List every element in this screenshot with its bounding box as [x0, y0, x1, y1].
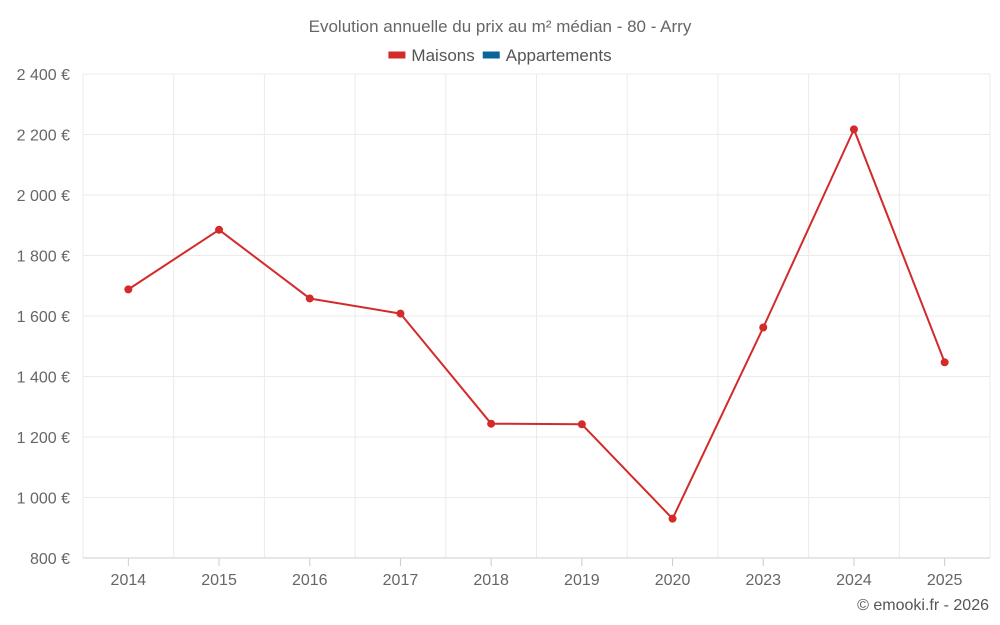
y-tick-label: 2 400 € [17, 67, 70, 84]
data-point[interactable] [487, 419, 496, 428]
y-tick-label: 2 000 € [17, 188, 70, 205]
chart-title: Evolution annuelle du prix au m² médian … [309, 17, 692, 36]
legend-item-appartements[interactable]: Appartements [482, 46, 612, 65]
data-point[interactable] [215, 225, 224, 234]
axes: 800 € 1 000 € 1 200 € 1 400 € 1 600 € 1 800 €… [17, 67, 990, 589]
y-tick-label: 800 € [30, 551, 70, 568]
x-tick-label: 2025 [927, 572, 963, 589]
legend-label: Maisons [411, 46, 474, 65]
x-tick-label: 2017 [383, 572, 419, 589]
x-tick-label: 2014 [111, 572, 147, 589]
x-tick-label: 2018 [473, 572, 509, 589]
legend-swatch [482, 51, 500, 59]
y-tick-label: 1 800 € [17, 249, 70, 266]
data-point[interactable] [668, 514, 677, 523]
data-point[interactable] [305, 294, 314, 303]
y-tick-label: 1 200 € [17, 430, 70, 447]
x-tick-label: 2019 [564, 572, 600, 589]
data-point[interactable] [759, 323, 768, 332]
data-point[interactable] [124, 285, 133, 294]
y-tick-label: 2 200 € [17, 128, 70, 145]
x-tick-label: 2020 [655, 572, 691, 589]
x-tick-label: 2015 [201, 572, 237, 589]
legend-item-maisons[interactable]: Maisons [388, 46, 475, 65]
y-tick-label: 1 000 € [17, 491, 70, 508]
series [124, 125, 949, 523]
credit-text: © emooki.fr - 2026 [857, 597, 989, 614]
data-point[interactable] [577, 420, 586, 429]
data-point[interactable] [849, 125, 858, 134]
x-tick-label: 2023 [745, 572, 781, 589]
y-tick-label: 1 600 € [17, 309, 70, 326]
legend-label: Appartements [506, 46, 612, 65]
data-point[interactable] [940, 358, 949, 367]
grid [82, 73, 991, 558]
legend: Maisons Appartements [388, 46, 612, 65]
x-tick-label: 2024 [836, 572, 872, 589]
y-tick-label: 1 400 € [17, 370, 70, 387]
legend-swatch [388, 51, 406, 59]
x-tick-label: 2016 [292, 572, 328, 589]
series-line-maisons [127, 128, 946, 520]
data-point[interactable] [396, 309, 405, 318]
